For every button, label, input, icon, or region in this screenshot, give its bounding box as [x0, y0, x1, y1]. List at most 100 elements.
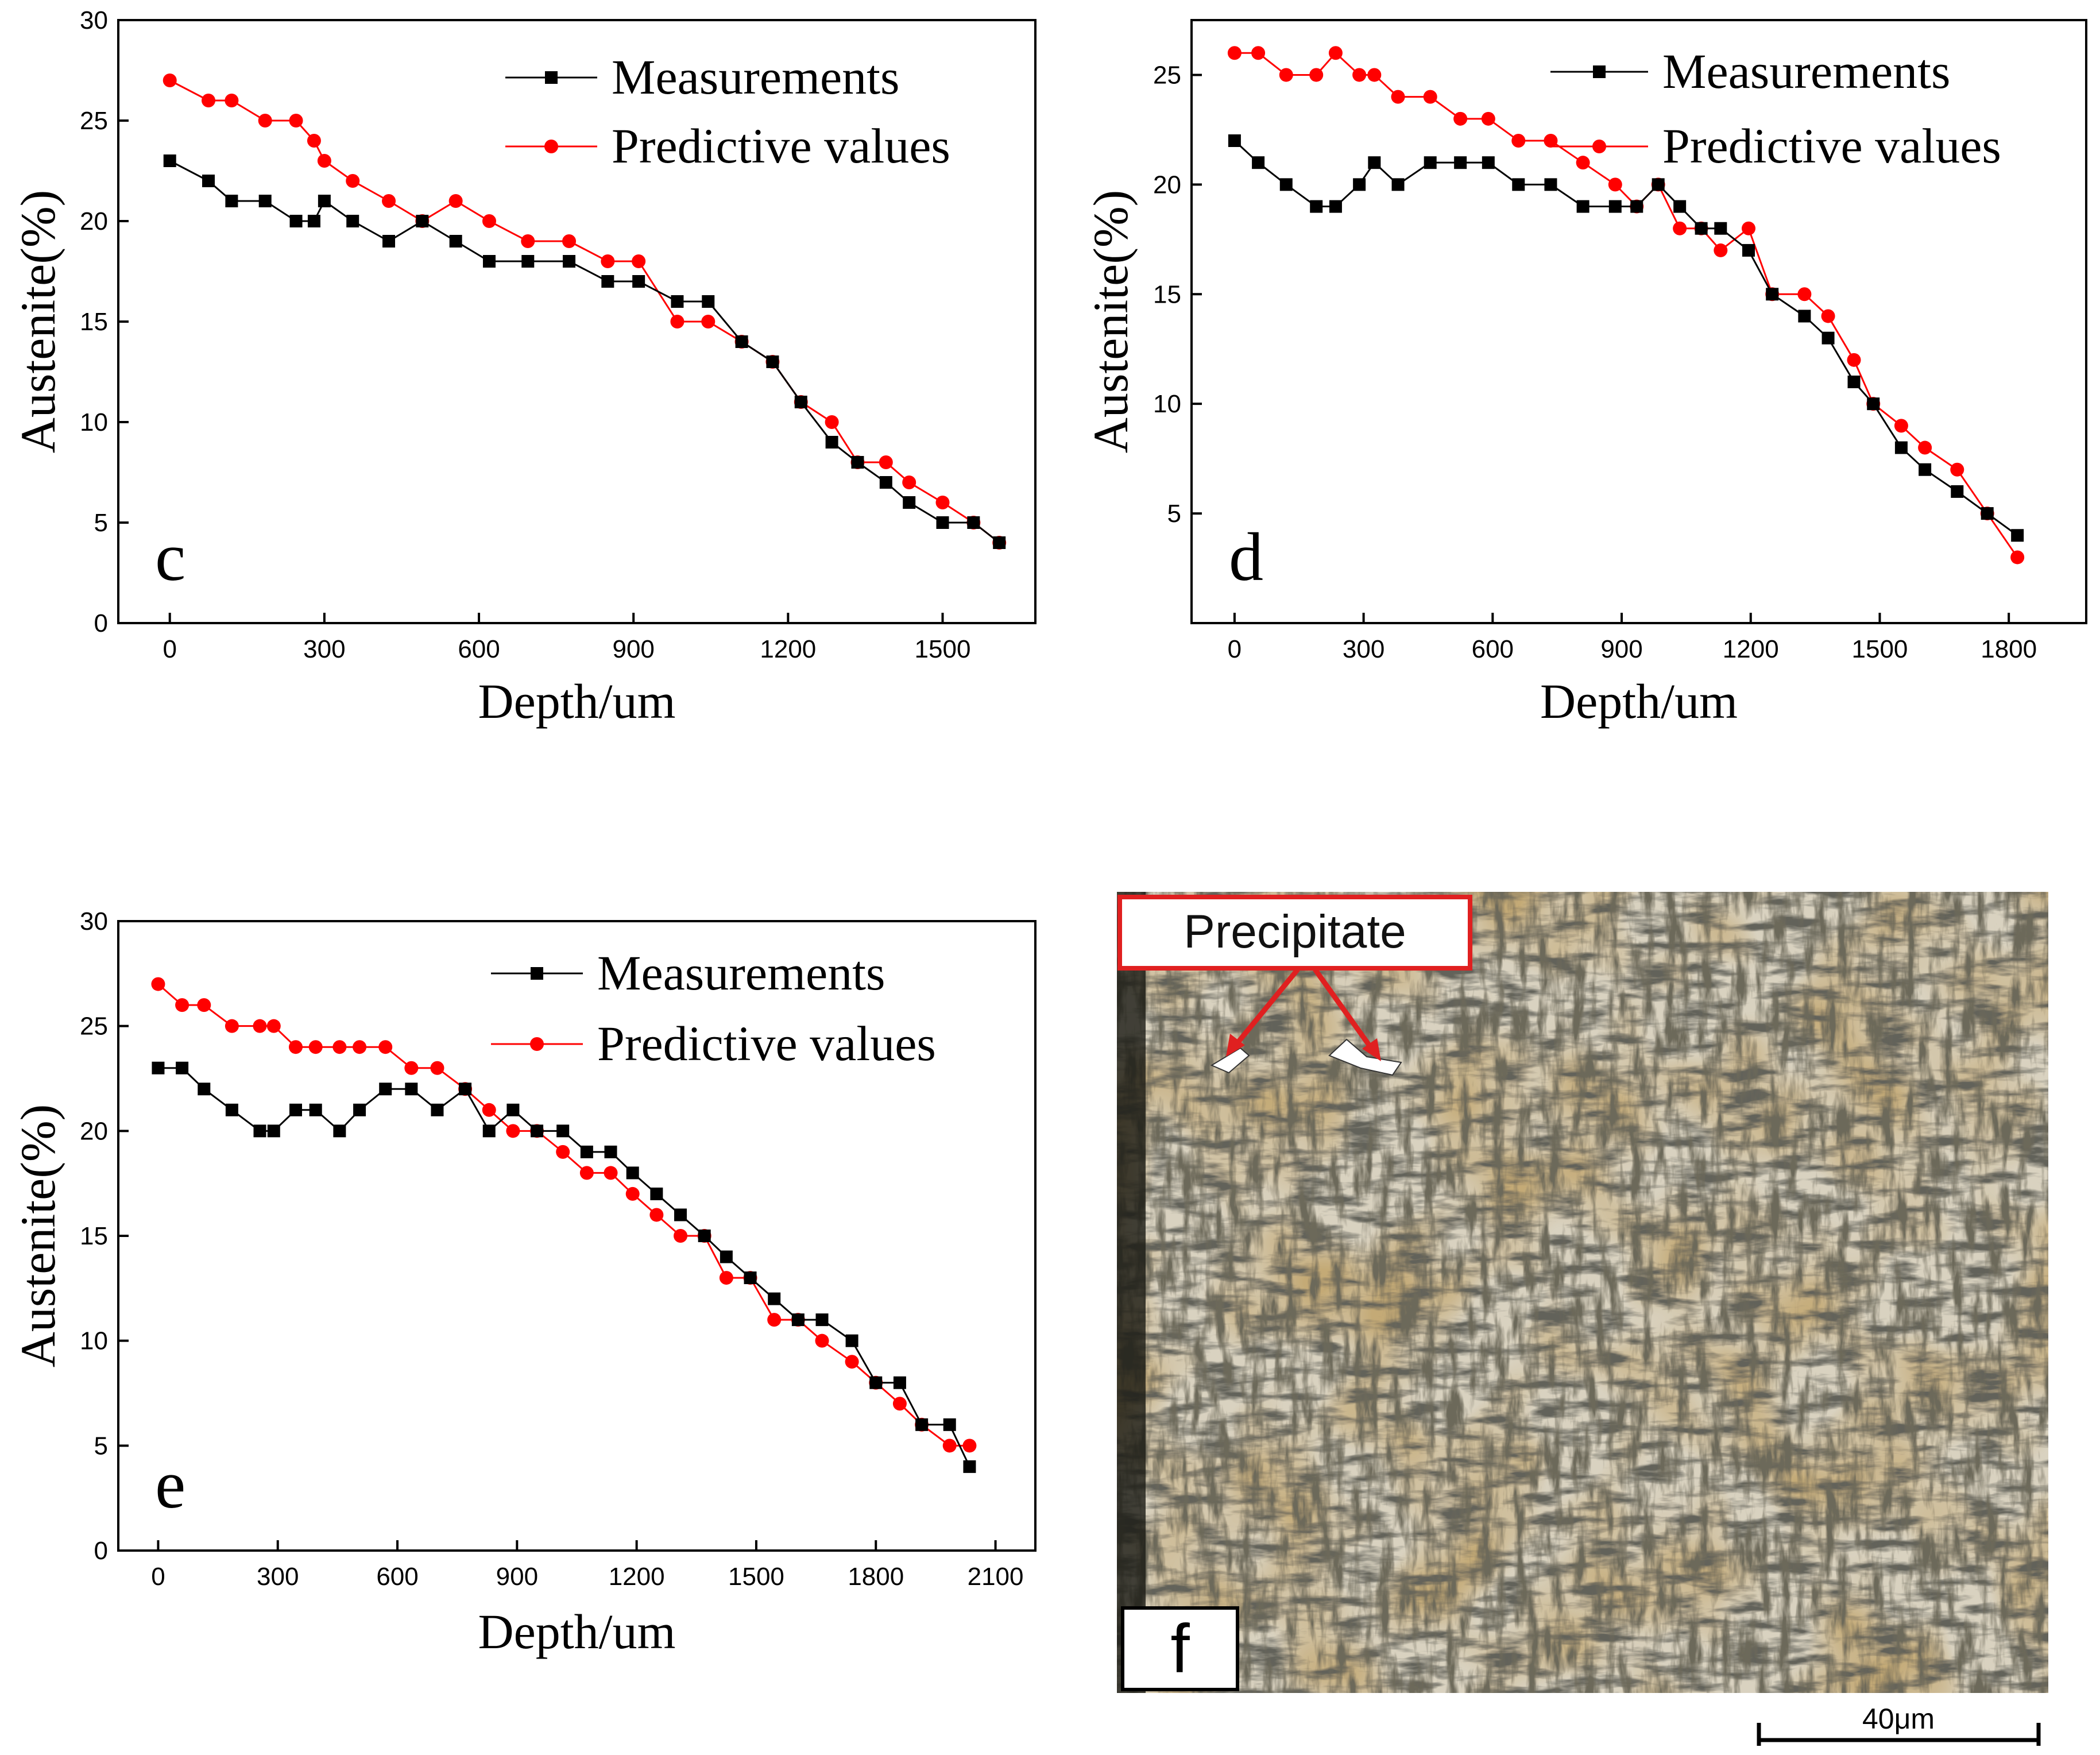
- data-point-measurements: [405, 1083, 418, 1096]
- x-axis-title: Depth/um: [478, 674, 676, 729]
- data-point-measurements: [1310, 200, 1323, 213]
- data-point-predictive: [1511, 134, 1526, 148]
- legend-marker: [544, 140, 558, 153]
- data-point-predictive: [579, 1166, 594, 1180]
- data-point-measurements: [1894, 441, 1908, 454]
- x-tick-label: 900: [612, 635, 654, 663]
- data-point-predictive: [482, 1103, 496, 1117]
- data-point-measurements: [1630, 200, 1643, 213]
- data-point-predictive: [175, 998, 189, 1012]
- data-point-predictive: [1821, 309, 1835, 323]
- panel-letter: d: [1229, 519, 1263, 595]
- scale-bar-background: [1717, 1693, 2062, 1755]
- data-point-measurements: [1544, 178, 1557, 191]
- data-point-measurements: [309, 1103, 322, 1116]
- data-point-predictive: [1423, 90, 1437, 104]
- legend-marker: [1593, 65, 1606, 78]
- data-point-predictive: [258, 114, 272, 127]
- data-point-measurements: [1867, 397, 1880, 411]
- data-point-measurements: [449, 235, 462, 248]
- data-point-measurements: [307, 215, 320, 227]
- panel-f-label-box: [1121, 1606, 1239, 1691]
- data-point-predictive: [601, 254, 615, 268]
- data-point-measurements: [506, 1103, 520, 1116]
- data-point-predictive: [815, 1333, 829, 1348]
- data-point-measurements: [720, 1250, 733, 1263]
- data-point-measurements: [1252, 156, 1265, 169]
- y-tick-label: 0: [94, 609, 108, 637]
- data-point-measurements: [431, 1103, 444, 1116]
- data-point-measurements: [225, 195, 238, 207]
- data-point-predictive: [202, 94, 216, 107]
- data-point-predictive: [308, 1040, 323, 1054]
- data-point-predictive: [845, 1355, 859, 1369]
- x-tick-label: 1200: [760, 635, 816, 663]
- data-point-measurements: [556, 1124, 570, 1138]
- data-point-measurements: [1919, 463, 1932, 476]
- data-point-predictive: [353, 1040, 367, 1054]
- data-point-predictive: [266, 1019, 281, 1033]
- data-point-measurements: [416, 215, 429, 227]
- data-point-predictive: [962, 1439, 977, 1453]
- data-point-measurements: [1951, 485, 1964, 498]
- data-point-measurements: [845, 1334, 858, 1347]
- precipitate-callout-box: [1117, 895, 1472, 971]
- data-point-predictive: [506, 1124, 520, 1138]
- data-point-measurements: [825, 436, 838, 449]
- data-point-measurements: [1329, 200, 1342, 213]
- data-point-measurements: [1695, 222, 1708, 235]
- data-point-measurements: [698, 1230, 711, 1242]
- x-tick-label: 300: [1343, 635, 1384, 663]
- data-point-predictive: [2010, 550, 2025, 565]
- data-point-measurements: [869, 1376, 883, 1389]
- data-point-measurements: [943, 1418, 956, 1431]
- data-point-predictive: [942, 1439, 957, 1453]
- data-point-measurements: [333, 1124, 346, 1138]
- data-point-measurements: [1608, 200, 1622, 213]
- micrograph-image: [1117, 892, 2048, 1693]
- plot-frame: [117, 19, 1037, 624]
- y-tick-label: 5: [94, 1432, 108, 1460]
- data-point-predictive: [521, 234, 535, 248]
- data-point-measurements: [903, 496, 916, 509]
- data-point-predictive: [430, 1061, 444, 1075]
- scale-bar-label: 40μm: [1862, 1703, 1935, 1735]
- data-point-measurements: [936, 516, 949, 529]
- data-point-predictive: [892, 1397, 907, 1411]
- data-point-predictive: [1227, 46, 1242, 60]
- data-point-measurements: [289, 1103, 302, 1116]
- data-point-predictive: [670, 315, 684, 328]
- data-point-predictive: [935, 496, 950, 509]
- data-point-measurements: [674, 1208, 687, 1221]
- data-point-measurements: [580, 1145, 593, 1158]
- callout-arrow: [1232, 968, 1300, 1048]
- x-tick-label: 1500: [1852, 635, 1908, 663]
- data-point-measurements: [1482, 156, 1495, 169]
- data-point-predictive: [378, 1040, 393, 1054]
- legend-label: Predictive values: [612, 118, 950, 173]
- y-tick-label: 30: [80, 6, 108, 34]
- data-point-predictive: [288, 1040, 303, 1054]
- y-tick-label: 15: [80, 1222, 108, 1250]
- data-point-predictive: [1544, 134, 1558, 148]
- data-point-measurements: [735, 335, 748, 348]
- data-point-predictive: [825, 415, 839, 429]
- data-point-predictive: [163, 74, 177, 87]
- x-tick-label: 600: [1472, 635, 1514, 663]
- data-point-predictive: [1950, 462, 1964, 477]
- x-tick-label: 1800: [1981, 635, 2037, 663]
- data-point-measurements: [459, 1083, 472, 1096]
- data-point-measurements: [1576, 200, 1589, 213]
- data-point-predictive: [562, 234, 577, 248]
- data-point-predictive: [253, 1019, 267, 1033]
- series-line-predictive-values: [169, 79, 1000, 544]
- data-point-measurements: [1742, 243, 1755, 257]
- data-point-measurements: [1673, 200, 1687, 213]
- data-point-predictive: [604, 1166, 618, 1180]
- data-point-measurements: [531, 1124, 544, 1138]
- series-line-measurements: [169, 160, 1000, 544]
- data-point-predictive: [482, 214, 496, 228]
- legend-label: Measurements: [1662, 44, 1951, 99]
- y-axis-title: Austenite(%): [10, 1104, 65, 1368]
